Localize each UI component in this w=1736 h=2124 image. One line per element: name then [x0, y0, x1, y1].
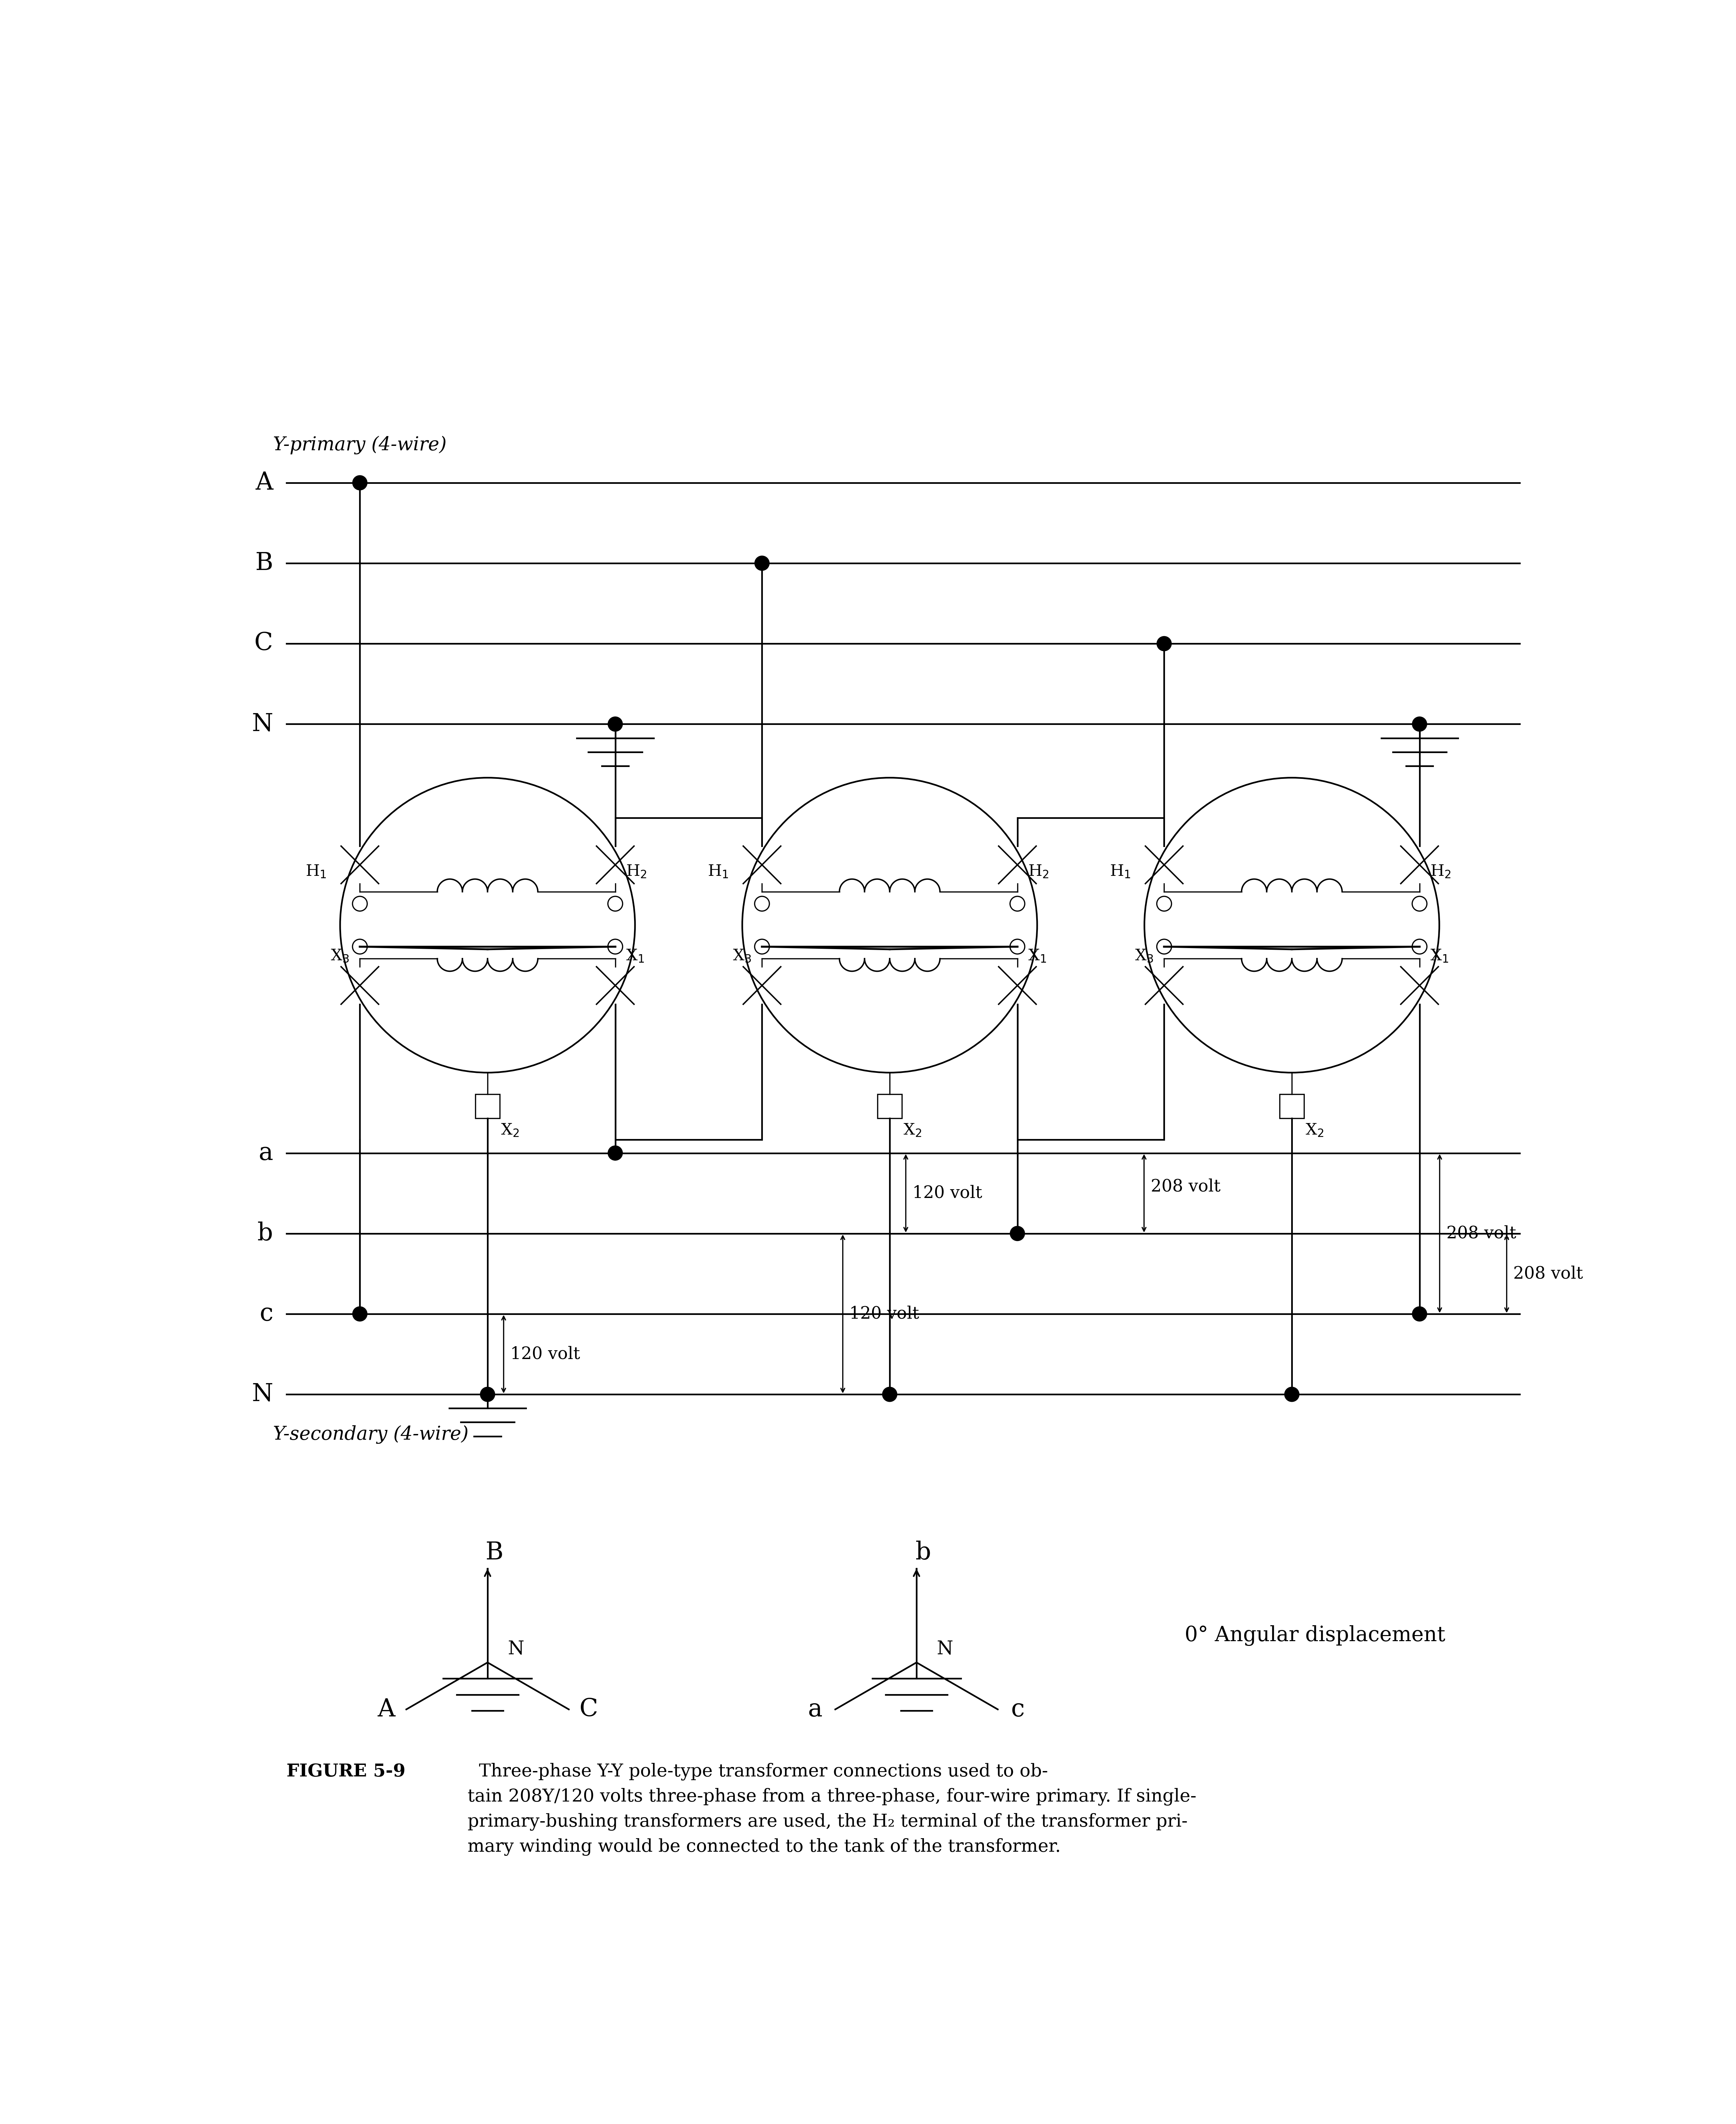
Text: N: N [252, 1383, 273, 1406]
Text: X$_1$: X$_1$ [1028, 947, 1047, 964]
Text: 120 volt: 120 volt [510, 1347, 580, 1361]
Text: 208 volt: 208 volt [1446, 1226, 1516, 1243]
Text: N: N [507, 1640, 524, 1659]
Text: X$_3$: X$_3$ [1135, 947, 1153, 964]
Text: a: a [259, 1141, 273, 1164]
Text: 120 volt: 120 volt [913, 1185, 983, 1202]
Text: 0° Angular displacement: 0° Angular displacement [1184, 1625, 1446, 1646]
Text: 208 volt: 208 volt [1514, 1266, 1583, 1283]
Text: A: A [255, 472, 273, 495]
Circle shape [1010, 1226, 1024, 1240]
Text: C: C [255, 631, 273, 656]
Text: N: N [252, 712, 273, 737]
Circle shape [1411, 716, 1427, 731]
Text: Y-primary (4-wire): Y-primary (4-wire) [273, 435, 446, 455]
Circle shape [608, 716, 623, 731]
Bar [878, 1094, 901, 1117]
Circle shape [352, 476, 368, 491]
Text: 208 volt: 208 volt [1151, 1179, 1220, 1196]
Bar [476, 1094, 500, 1117]
Circle shape [755, 556, 769, 571]
Text: c: c [259, 1302, 273, 1325]
Text: B: B [486, 1540, 503, 1565]
Circle shape [882, 1387, 898, 1402]
Text: X$_3$: X$_3$ [733, 947, 752, 964]
Text: X$_2$: X$_2$ [903, 1124, 922, 1138]
Circle shape [1411, 1306, 1427, 1321]
Text: X$_1$: X$_1$ [1430, 947, 1448, 964]
Text: X$_2$: X$_2$ [1305, 1124, 1323, 1138]
Text: X$_1$: X$_1$ [627, 947, 644, 964]
Circle shape [608, 1145, 623, 1160]
Text: Y-secondary (4-wire): Y-secondary (4-wire) [273, 1425, 469, 1444]
Text: b: b [915, 1540, 930, 1565]
Text: a: a [807, 1697, 823, 1720]
Text: H$_2$: H$_2$ [1028, 864, 1049, 879]
Text: B: B [255, 552, 273, 576]
Text: FIGURE 5-9: FIGURE 5-9 [286, 1763, 406, 1780]
Text: b: b [257, 1221, 273, 1245]
Circle shape [481, 1387, 495, 1402]
Circle shape [1156, 637, 1172, 652]
Circle shape [1285, 1387, 1299, 1402]
Text: H$_2$: H$_2$ [627, 864, 648, 879]
Text: H$_2$: H$_2$ [1430, 864, 1451, 879]
Text: X$_3$: X$_3$ [330, 947, 349, 964]
Text: H$_1$: H$_1$ [708, 864, 729, 879]
Text: 120 volt: 120 volt [849, 1306, 920, 1323]
Text: C: C [580, 1697, 599, 1720]
Text: A: A [377, 1697, 396, 1720]
Circle shape [352, 1306, 368, 1321]
Text: c: c [1010, 1697, 1024, 1720]
Text: Three-phase Y-Y pole-type transformer connections used to ob-
tain 208Y/120 volt: Three-phase Y-Y pole-type transformer co… [467, 1763, 1196, 1856]
Bar [1279, 1094, 1304, 1117]
Text: H$_1$: H$_1$ [1109, 864, 1130, 879]
Text: X$_2$: X$_2$ [502, 1124, 519, 1138]
Text: N: N [937, 1640, 953, 1659]
Text: H$_1$: H$_1$ [306, 864, 326, 879]
